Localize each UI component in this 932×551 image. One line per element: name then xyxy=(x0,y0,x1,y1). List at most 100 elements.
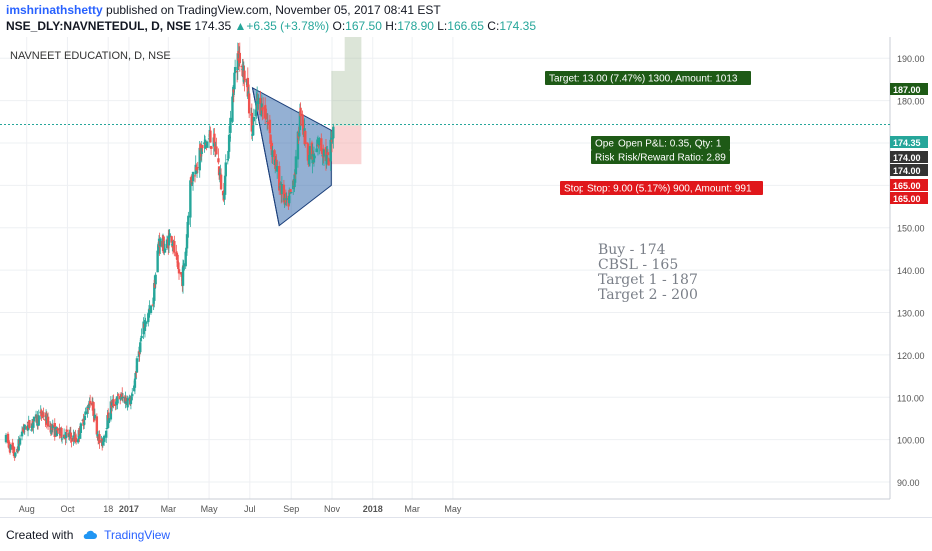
candle-body xyxy=(296,131,300,160)
candle-body xyxy=(151,304,155,306)
x-tick-label: Nov xyxy=(324,504,341,514)
candle-body xyxy=(326,155,329,157)
candle-body xyxy=(138,350,141,355)
candle-body xyxy=(140,335,143,339)
x-tick-label: May xyxy=(444,504,462,514)
candle-body xyxy=(271,150,274,158)
candle-body xyxy=(250,112,254,132)
candle-body xyxy=(167,235,171,246)
candle-body xyxy=(290,192,293,194)
candle-body xyxy=(320,138,323,151)
chart-pane[interactable]: 90.00 100.00 110.00 120.00 130.00 140.00 150.0… xyxy=(0,37,932,517)
candle-body xyxy=(86,407,90,410)
candle-body xyxy=(129,400,133,405)
annotation-line: Buy - 174 xyxy=(598,242,666,258)
candle-body xyxy=(92,402,95,416)
candle-body xyxy=(315,148,318,153)
candle-body xyxy=(101,440,105,446)
candle-body xyxy=(175,257,179,259)
close-value: 174.35 xyxy=(499,19,537,33)
candle-body xyxy=(18,438,22,445)
candle-body xyxy=(143,320,147,331)
candle-body xyxy=(308,146,312,160)
candle-body xyxy=(88,400,92,405)
candle-body xyxy=(331,138,334,140)
candle-body xyxy=(40,410,43,417)
author-link[interactable]: imshrinathshetty xyxy=(6,3,103,17)
chart-header: imshrinathshetty published on TradingVie… xyxy=(0,0,932,37)
candle-body xyxy=(70,437,73,442)
footer: Created with TradingView xyxy=(0,517,932,551)
candle-body xyxy=(8,442,11,449)
pnl-label-prefix-bg xyxy=(591,136,617,150)
candle-body xyxy=(326,152,330,156)
candle-body xyxy=(22,428,25,432)
annotation-line: Target 1 - 187 xyxy=(598,272,698,288)
candle-body xyxy=(282,184,286,203)
candle-body xyxy=(226,159,229,161)
price-chart[interactable]: 90.00 100.00 110.00 120.00 130.00 140.00 150.0… xyxy=(0,37,932,517)
candle-body xyxy=(243,70,246,81)
candle-body xyxy=(128,396,131,401)
candle-body xyxy=(64,437,67,440)
candle-body xyxy=(69,432,72,438)
candle-body xyxy=(229,117,232,133)
rr-label-bg xyxy=(614,150,730,164)
candle-body xyxy=(159,238,162,247)
price-tag: 174.35 xyxy=(893,138,921,148)
candle-body xyxy=(171,244,174,246)
candle-body xyxy=(162,236,165,253)
candle-body xyxy=(223,192,226,199)
candle-body xyxy=(42,412,45,418)
candle-body xyxy=(254,109,258,117)
candle-body xyxy=(238,52,241,64)
candle-body xyxy=(259,98,262,115)
price-tag-bg xyxy=(890,164,928,176)
candle-body xyxy=(298,132,301,137)
x-tick-label: 2018 xyxy=(363,504,383,514)
pnl-label: Open P&L: 0.35, Qty: 1 xyxy=(618,139,722,150)
candle-body xyxy=(116,396,119,404)
candle-body xyxy=(223,175,227,195)
candle-body xyxy=(265,113,268,119)
candle-body xyxy=(130,397,133,401)
stop-label: Stop: 9.00 (5.17%) 900, Amount: 991 xyxy=(587,184,752,195)
symbol-name: NSE_DLY:NAVNETEDUL, D, NSE xyxy=(6,19,192,33)
candle-body xyxy=(231,96,234,122)
rr-label-prefix-bg xyxy=(591,150,617,164)
candle-body xyxy=(87,406,91,408)
candle-body xyxy=(11,442,14,450)
candle-body xyxy=(327,158,330,166)
y-tick-label: 180.00 xyxy=(897,97,925,107)
price-tag-bg xyxy=(890,136,928,148)
tradingview-link[interactable]: TradingView xyxy=(104,528,171,542)
candle-body xyxy=(200,147,203,155)
candle-body xyxy=(176,260,179,263)
candle-body xyxy=(182,263,185,271)
candle-body xyxy=(185,234,189,249)
up-arrow-icon: ▲ xyxy=(234,19,247,33)
candle-body xyxy=(171,246,175,248)
candle-body xyxy=(266,122,270,124)
candle-body xyxy=(332,126,335,139)
candle-body xyxy=(135,358,139,373)
price-tag: 165.00 xyxy=(893,194,921,204)
pnl-label-bg xyxy=(614,136,730,150)
candle-body xyxy=(139,342,142,353)
candle-body xyxy=(96,434,99,437)
candle-body xyxy=(218,172,221,174)
candle-body xyxy=(232,89,235,93)
candle-body xyxy=(173,240,176,253)
created-with-text: Created with xyxy=(6,528,74,542)
candle-body xyxy=(125,398,128,402)
candle-body xyxy=(4,434,8,443)
tradingview-cloud-icon xyxy=(83,530,97,539)
candle-body xyxy=(293,175,296,188)
price-tag: 165.00 xyxy=(893,181,921,191)
candle-body xyxy=(195,166,198,171)
candle-body xyxy=(203,142,206,145)
candle-body xyxy=(203,139,207,144)
candle-body xyxy=(283,197,286,201)
stop-zone xyxy=(331,126,362,165)
candle-body xyxy=(111,402,114,406)
